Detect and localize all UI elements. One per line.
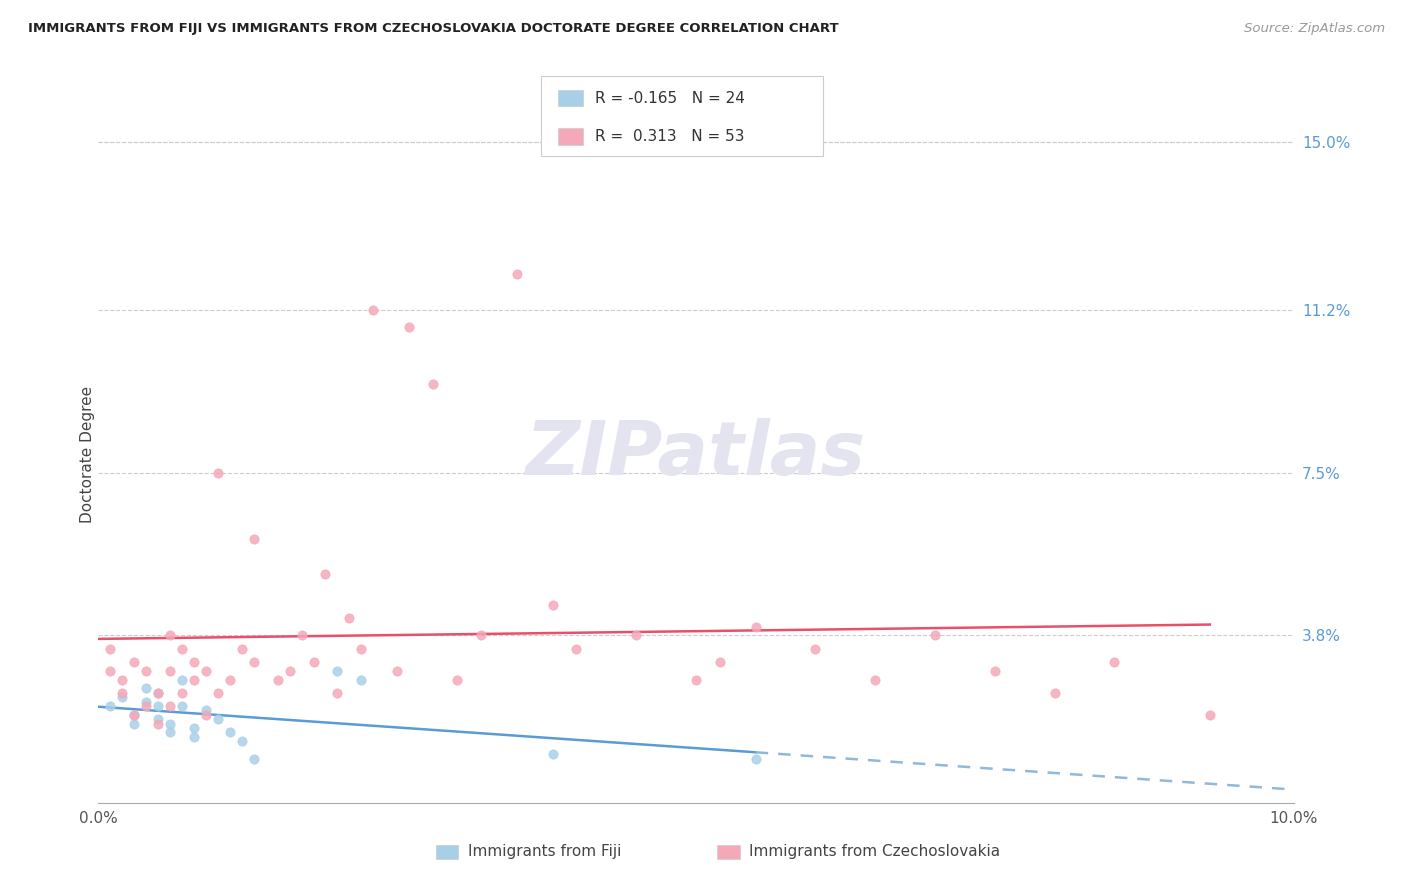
Point	[183, 730, 205, 744]
Text: Source: ZipAtlas.com: Source: ZipAtlas.com	[1244, 22, 1385, 36]
Point	[100, 698, 122, 713]
Point	[100, 664, 122, 678]
Point	[231, 641, 253, 656]
Point	[148, 686, 170, 700]
Point	[172, 641, 194, 656]
Point	[231, 734, 253, 748]
Point	[124, 707, 146, 722]
Point	[326, 686, 349, 700]
Point	[159, 628, 181, 642]
Point	[1043, 686, 1066, 700]
Point	[924, 628, 946, 642]
Point	[243, 752, 266, 766]
Point	[302, 655, 325, 669]
Point	[219, 725, 242, 739]
Point	[685, 673, 707, 687]
Point	[541, 747, 564, 762]
Point	[804, 641, 827, 656]
Point	[267, 673, 290, 687]
Point	[207, 466, 229, 480]
Point	[470, 628, 492, 642]
Point	[506, 268, 529, 282]
Point	[984, 664, 1007, 678]
Point	[207, 712, 229, 726]
Point	[709, 655, 731, 669]
Point	[172, 673, 194, 687]
Point	[422, 377, 444, 392]
Point	[195, 664, 218, 678]
Point	[111, 690, 134, 705]
Point	[172, 686, 194, 700]
Text: IMMIGRANTS FROM FIJI VS IMMIGRANTS FROM CZECHOSLOVAKIA DOCTORATE DEGREE CORRELAT: IMMIGRANTS FROM FIJI VS IMMIGRANTS FROM …	[28, 22, 839, 36]
Point	[278, 664, 301, 678]
Text: Immigrants from Fiji: Immigrants from Fiji	[468, 845, 621, 859]
Point	[148, 698, 170, 713]
Point	[159, 716, 181, 731]
Point	[315, 566, 337, 581]
Point	[148, 716, 170, 731]
Point	[291, 628, 314, 642]
Text: Immigrants from Czechoslovakia: Immigrants from Czechoslovakia	[749, 845, 1001, 859]
Point	[326, 664, 349, 678]
Point	[124, 716, 146, 731]
Point	[1104, 655, 1126, 669]
Point	[565, 641, 588, 656]
Point	[135, 664, 157, 678]
Point	[111, 673, 134, 687]
Point	[745, 752, 768, 766]
Point	[124, 707, 146, 722]
Point	[183, 673, 205, 687]
Point	[339, 611, 360, 625]
Point	[398, 320, 420, 334]
Text: ZIPatlas: ZIPatlas	[526, 418, 866, 491]
Point	[350, 641, 373, 656]
Text: R = -0.165   N = 24: R = -0.165 N = 24	[595, 91, 745, 105]
Point	[350, 673, 373, 687]
Point	[243, 655, 266, 669]
Point	[195, 703, 218, 717]
Point	[124, 655, 146, 669]
Point	[100, 641, 122, 656]
Point	[148, 686, 170, 700]
Point	[172, 698, 194, 713]
Point	[363, 302, 385, 317]
Point	[135, 698, 157, 713]
Point	[1198, 707, 1220, 722]
Text: R =  0.313   N = 53: R = 0.313 N = 53	[595, 129, 744, 144]
Point	[243, 532, 266, 546]
Point	[865, 673, 887, 687]
Point	[446, 673, 468, 687]
Point	[183, 721, 205, 735]
Point	[207, 686, 229, 700]
Point	[159, 664, 181, 678]
Point	[183, 655, 205, 669]
Y-axis label: Doctorate Degree: Doctorate Degree	[80, 386, 94, 524]
Point	[541, 598, 564, 612]
Point	[159, 725, 181, 739]
Point	[148, 712, 170, 726]
Point	[219, 673, 242, 687]
Point	[135, 681, 157, 696]
Point	[745, 620, 768, 634]
Point	[159, 698, 181, 713]
Point	[111, 686, 134, 700]
Point	[135, 694, 157, 708]
Point	[385, 664, 409, 678]
Point	[195, 707, 218, 722]
Point	[626, 628, 648, 642]
